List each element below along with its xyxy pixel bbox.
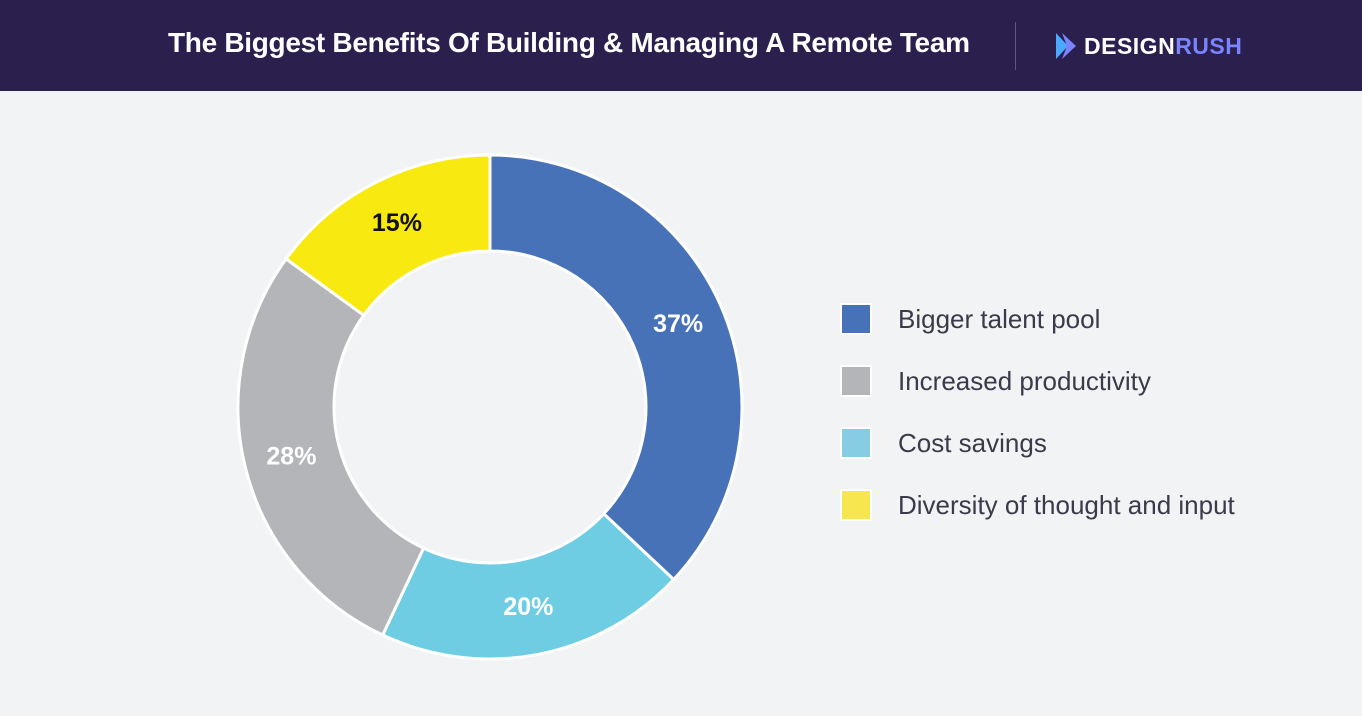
data-label: 37% bbox=[653, 310, 703, 338]
legend-swatch bbox=[840, 303, 872, 335]
data-label: 28% bbox=[266, 443, 316, 471]
data-label: 15% bbox=[372, 209, 422, 237]
brand-text-rush: RUSH bbox=[1175, 32, 1243, 59]
legend-item-increased-productivity: Increased productivity bbox=[840, 350, 1235, 412]
legend-item-bigger-talent-pool: Bigger talent pool bbox=[840, 288, 1235, 350]
chart-legend: Bigger talent pool Increased productivit… bbox=[840, 288, 1235, 536]
legend-label: Increased productivity bbox=[898, 365, 1151, 396]
slice-diversity-of-thought-and-input bbox=[284, 153, 492, 318]
brand-logo: DESIGN RUSH bbox=[1054, 30, 1242, 62]
slice-bigger-talent-pool bbox=[488, 153, 744, 582]
data-label: 20% bbox=[503, 593, 553, 621]
legend-swatch bbox=[840, 489, 872, 521]
legend-label: Diversity of thought and input bbox=[898, 489, 1235, 520]
chart-title: The Biggest Benefits Of Building & Manag… bbox=[168, 27, 970, 58]
brand-text-design: DESIGN bbox=[1084, 32, 1176, 59]
header-divider bbox=[1015, 22, 1016, 70]
donut-chart: 37% 20% 28% 15% bbox=[236, 153, 744, 661]
legend-item-cost-savings: Cost savings bbox=[840, 412, 1235, 474]
slice-increased-productivity bbox=[236, 256, 426, 638]
legend-item-diversity: Diversity of thought and input bbox=[840, 474, 1235, 536]
legend-swatch bbox=[840, 427, 872, 459]
header-bar: The Biggest Benefits Of Building & Manag… bbox=[0, 0, 1362, 91]
legend-label: Cost savings bbox=[898, 427, 1047, 458]
legend-label: Bigger talent pool bbox=[898, 303, 1101, 334]
slice-cost-savings bbox=[380, 511, 676, 661]
play-chevron-icon bbox=[1056, 33, 1076, 59]
legend-swatch bbox=[840, 365, 872, 397]
